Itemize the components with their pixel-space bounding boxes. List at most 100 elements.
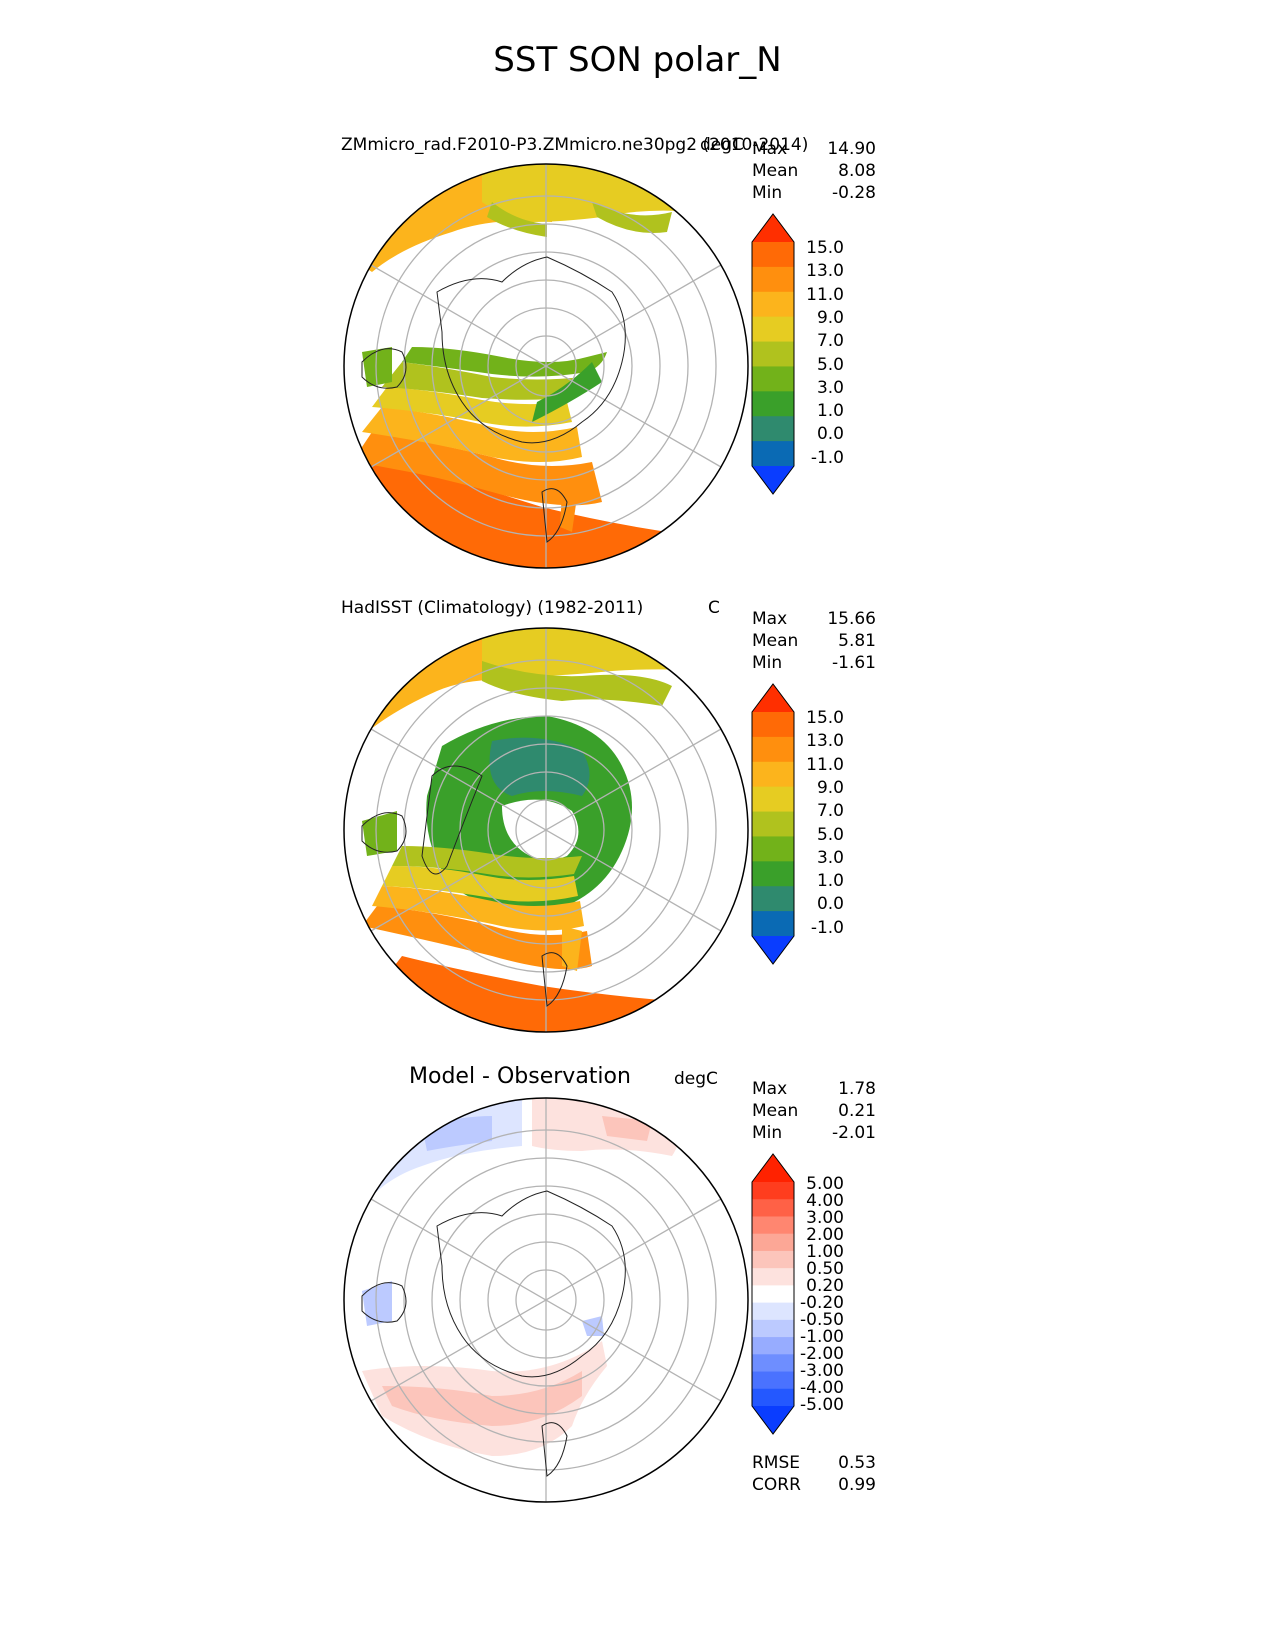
stat-value: 1.78	[838, 1079, 876, 1099]
panel-obs-colorbar	[751, 683, 795, 965]
panel-model-title: ZMmicro_rad.F2010-P3.ZMmicro.ne30pg2 (20…	[341, 135, 809, 155]
diff-atlantic-pink-2	[382, 1371, 582, 1426]
obs-atlantic-olive	[392, 846, 582, 878]
colorbar-segment	[752, 291, 794, 318]
stat-label: Min	[752, 653, 783, 673]
model-baltic-yellow	[560, 492, 577, 532]
colorbar-tick-label: 4.00	[806, 1191, 844, 1211]
colorbar-tick-label: 0.0	[816, 424, 844, 445]
colorbar-tick-label: 11.0	[806, 284, 844, 305]
colorbar-tick-label: -1.0	[810, 447, 844, 468]
stat-label: Mean	[752, 161, 799, 181]
colorbar-segment	[752, 1371, 794, 1390]
panel-diff-metrics: RMSE 0.53 CORR 0.99	[752, 1452, 876, 1496]
colorbar-segment	[752, 861, 794, 887]
panel-diff-title: Model - Observation	[409, 1064, 631, 1089]
colorbar-extend-min	[752, 936, 794, 964]
colorbar-extend-max	[752, 214, 794, 242]
panel-obs-units: C	[708, 598, 720, 618]
model-atlantic-amber	[362, 407, 582, 462]
colorbar-tick-label: 0.50	[806, 1259, 844, 1279]
model-barents-green	[402, 347, 607, 377]
model-atlantic-orange	[352, 432, 602, 506]
figure-title: SST SON polar_N	[493, 40, 782, 80]
colorbar-segment	[752, 1233, 794, 1252]
panel-diff-stats: Max 1.78 Mean 0.21 Min -2.01	[752, 1078, 876, 1144]
model-bering-olive	[592, 202, 672, 233]
colorbar-tick-label: 11.0	[806, 754, 844, 775]
colorbar-segment	[752, 1319, 794, 1338]
colorbar-segment	[752, 1182, 794, 1200]
obs-pacific-yellow	[482, 628, 748, 676]
stat-value: 5.81	[838, 631, 876, 651]
colorbar-extend-min	[752, 1406, 794, 1434]
colorbar-segment	[752, 911, 794, 937]
colorbar-tick-label: 1.00	[806, 1242, 844, 1262]
stat-label: Mean	[752, 1101, 799, 1121]
colorbar-tick-label: 15.0	[806, 708, 844, 728]
stat-label: Max	[752, 1079, 788, 1099]
panel-diff-map	[343, 1097, 749, 1503]
colorbar-tick-label: 3.0	[816, 377, 844, 398]
colorbar-segment	[752, 391, 794, 417]
colorbar-segment	[752, 416, 794, 442]
stat-value: 0.21	[838, 1101, 876, 1121]
obs-baltic	[562, 926, 582, 971]
obs-atlantic-yellow	[382, 866, 578, 902]
panel-model-map	[343, 163, 749, 569]
colorbar-tick-label: -4.00	[800, 1378, 844, 1398]
colorbar-tick-label: 5.0	[816, 824, 844, 845]
stat-label: Max	[752, 609, 788, 629]
colorbar-extend-max	[752, 684, 794, 712]
colorbar-tick-label: -5.00	[800, 1395, 844, 1415]
colorbar-tick-label: -0.50	[800, 1310, 844, 1330]
panel-diff-units: degC	[674, 1069, 718, 1089]
colorbar-segment	[752, 1216, 794, 1235]
panel-obs-title: HadISST (Climatology) (1982-2011)	[341, 598, 644, 618]
colorbar-segment	[752, 441, 794, 467]
panel-obs-stats: Max 15.66 Mean 5.81 Min -1.61	[752, 608, 876, 674]
metric-label: RMSE	[752, 1453, 801, 1473]
colorbar-segment	[752, 761, 794, 788]
panel-model-stats: Max 14.90 Mean 8.08 Min -0.28	[752, 138, 876, 204]
colorbar-tick-label: 7.0	[816, 801, 844, 822]
colorbar-tick-label: -1.0	[810, 917, 844, 938]
colorbar-tick-label: 15.0	[806, 238, 844, 258]
colorbar-tick-label: 0.20	[806, 1276, 844, 1296]
stat-value: 8.08	[838, 161, 876, 181]
model-pacific-olive	[487, 202, 547, 237]
model-atlantic-yellow	[372, 387, 572, 427]
stat-value: -2.01	[832, 1123, 876, 1143]
colorbar-tick-label: 9.0	[816, 777, 844, 798]
colorbar-segment	[752, 242, 794, 268]
colorbar-segment	[752, 1268, 794, 1286]
colorbar-segment	[752, 316, 794, 343]
colorbar-tick-label: 13.0	[806, 261, 844, 282]
colorbar-tick-label: 9.0	[816, 307, 844, 328]
colorbar-segment	[752, 1388, 794, 1407]
colorbar-segment	[752, 1250, 794, 1269]
colorbar-tick-label: 13.0	[806, 731, 844, 752]
colorbar-tick-label: -1.00	[800, 1327, 844, 1347]
colorbar-segment	[752, 836, 794, 862]
panel-model-colorbar	[751, 213, 795, 495]
obs-atlantic-amber	[372, 886, 584, 931]
colorbar-segment	[752, 886, 794, 912]
colorbar-tick-label: 3.0	[816, 847, 844, 868]
colorbar-segment	[752, 341, 794, 367]
colorbar-tick-label: -3.00	[800, 1361, 844, 1381]
panel-obs-map	[343, 627, 749, 1033]
colorbar-segment	[752, 1337, 794, 1355]
colorbar-segment	[752, 1302, 794, 1321]
colorbar-tick-label: 1.0	[816, 871, 844, 892]
colorbar-segment	[752, 811, 794, 837]
stat-label: Min	[752, 1123, 783, 1143]
obs-pacific-orange	[344, 628, 522, 736]
obs-coastlines	[361, 765, 568, 1007]
metric-label: CORR	[752, 1475, 801, 1495]
colorbar-extend-max	[752, 1154, 794, 1182]
colorbar-segment	[752, 736, 794, 763]
model-hudson-green	[362, 347, 392, 387]
colorbar-segment	[752, 366, 794, 392]
obs-graticule	[370, 628, 722, 1032]
